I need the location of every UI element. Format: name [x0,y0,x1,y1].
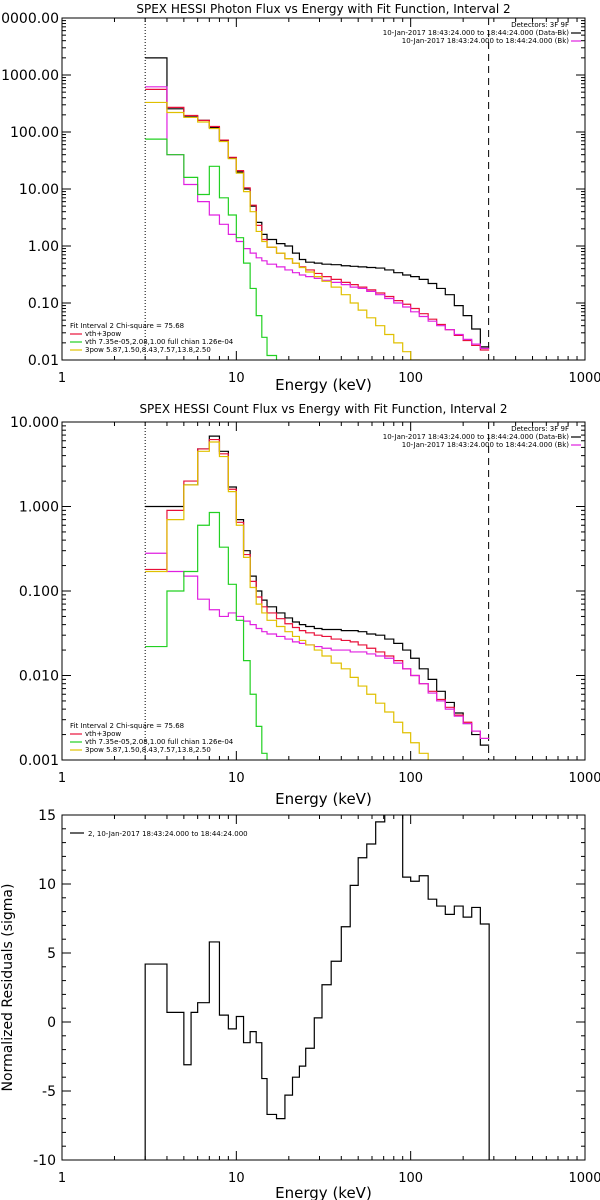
x-tick-label: 100 [398,371,423,386]
y-tick-label: 10 [38,877,56,893]
legend-fit-header: Fit Interval 2 Chi-square = 75.68 [70,722,184,730]
series-line-1 [145,435,490,746]
legend-detectors: Detectors: 3F 9F [511,425,569,433]
y-tick-label: 0.100 [19,584,59,600]
series-line-1 [144,815,490,1160]
series-line-2 [145,438,490,740]
y-tick-label: 15 [38,808,56,824]
chart-title: SPEX HESSI Count Flux vs Energy with Fit… [139,402,507,416]
legend-fit-label-2: vth 7.35e-05,2.08,1.00 full chian 1.26e-… [85,338,234,346]
legend-fit-label-3: 3pow 5.87,1.50,8.43,7.57,13.8,2.50 [85,746,211,754]
legend-interval: 2, 10-Jan-2017 18:43:24.000 to 18:44:24.… [88,830,248,838]
x-axis-label: Energy (keV) [275,376,372,394]
x-tick-label: 10 [228,1171,245,1186]
legend-fit-label-1: vth+3pow [85,330,121,338]
y-tick-label: 0 [47,1015,56,1031]
x-axis-label: Energy (keV) [275,1184,372,1200]
y-tick-label: 1.00 [28,239,59,255]
x-tick-label: 1000 [568,771,600,786]
legend-data-bk: 10-Jan-2017 18:43:24.000 to 18:44:24.000… [383,433,570,441]
x-tick-label: 1 [58,371,66,386]
y-axis-label: Normalized Residuals (sigma) [0,884,16,1092]
x-tick-label: 100 [398,771,423,786]
legend-fit-header: Fit Interval 2 Chi-square = 75.68 [70,322,184,330]
series-group [144,815,490,1160]
plot-frame [61,421,586,761]
series-group [145,57,490,360]
y-tick-label: 5 [47,946,56,962]
x-tick-label: 100 [398,1171,423,1186]
y-tick-label: 0.010 [19,669,59,685]
plot-frame [61,814,586,1161]
legend-fit-label-2: vth 7.35e-05,2.08,1.00 full chian 1.26e-… [85,738,234,746]
chart-panel-2: SPEX HESSI Count Flux vs Energy with Fit… [10,402,600,808]
chart-panel-1: SPEX HESSI Photon Flux vs Energy with Fi… [0,2,600,394]
series-group [145,435,490,760]
legend-bk: 10-Jan-2017 18:43:24.000 to 18:44:24.000… [402,441,570,449]
series-line-4 [145,441,429,760]
legend-data-bk: 10-Jan-2017 18:43:24.000 to 18:44:24.000… [383,29,570,37]
legend-fit-label-3: 3pow 5.87,1.50,8.43,7.57,13.8,2.50 [85,346,211,354]
y-tick-label: 1000.00 [1,68,59,84]
plot-frame [61,17,586,361]
y-tick-label: 0.001 [19,753,59,769]
y-tick-label: -10 [33,1153,56,1169]
series-line-5 [145,511,268,760]
series-line-3 [145,86,490,349]
x-tick-label: 1000 [568,1171,600,1186]
x-tick-label: 1 [58,1171,66,1186]
series-line-1 [145,57,490,348]
legend-bk: 10-Jan-2017 18:43:24.000 to 18:44:24.000… [402,37,570,45]
y-tick-label: 10.000 [10,415,59,431]
y-tick-label: 1.000 [19,500,59,516]
y-tick-label: 100.00 [10,125,59,141]
x-tick-label: 1 [58,771,66,786]
x-tick-label: 10 [228,371,245,386]
y-tick-label: 0.10 [28,296,59,312]
x-axis-label: Energy (keV) [275,790,372,808]
series-line-5 [145,138,278,360]
legend-fit-label-1: vth+3pow [85,730,121,738]
series-line-4 [145,101,420,360]
series-line-3 [145,552,490,740]
legend-detectors: Detectors: 3F 9F [511,21,569,29]
y-tick-label: 0.01 [28,353,59,369]
chart-title: SPEX HESSI Photon Flux vs Energy with Fi… [136,2,510,16]
series-line-2 [145,88,490,351]
x-tick-label: 1000 [568,371,600,386]
x-tick-label: 10 [228,771,245,786]
y-tick-label: -5 [42,1084,56,1100]
y-tick-label: 10.00 [19,182,59,198]
chart-panel-3: 1 10 100 1000 -10 -5 0 5 10 15 Energy (keV) Normali… [0,808,600,1200]
